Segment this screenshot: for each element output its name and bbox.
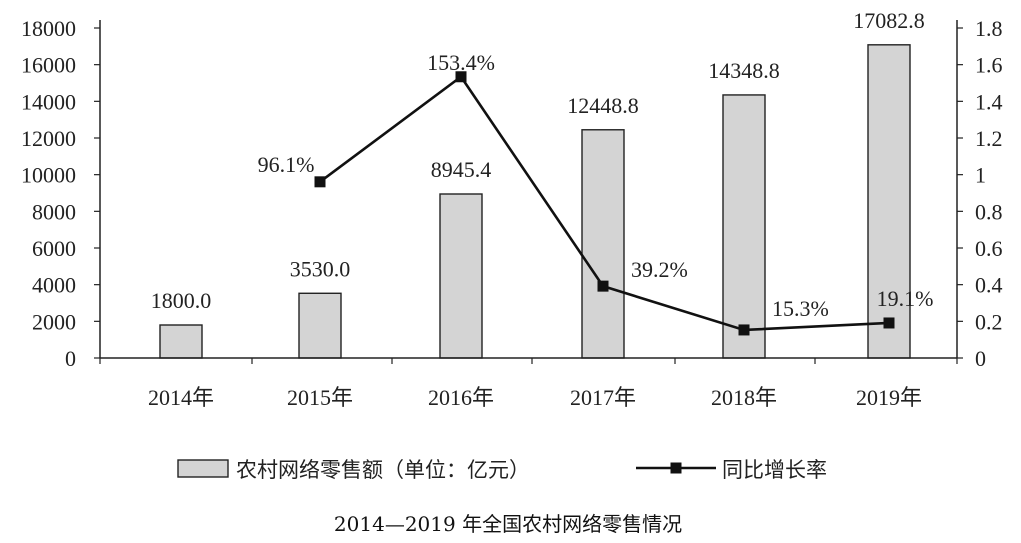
- left-tick-label: 4000: [32, 273, 76, 298]
- right-tick-label: 1.6: [975, 53, 1003, 78]
- x-tick-label: 2017年: [570, 385, 636, 410]
- x-tick-label: 2016年: [428, 385, 494, 410]
- bar-2017年: [581, 129, 625, 359]
- chart-caption: 2014—2019 年全国农村网络零售情况: [334, 512, 682, 536]
- right-tick-label: 0.8: [975, 199, 1003, 224]
- growth-marker-2018年: [738, 324, 750, 336]
- left-tick-label: 14000: [21, 89, 76, 114]
- growth-marker-2015年: [314, 176, 326, 188]
- left-tick-label: 16000: [21, 53, 76, 78]
- right-tick-label: 0.2: [975, 309, 1003, 334]
- bar-2016年: [439, 193, 483, 359]
- legend-bar-swatch: [177, 459, 229, 478]
- growth-rate-label: 96.1%: [258, 152, 315, 177]
- growth-rate-label: 15.3%: [772, 296, 829, 321]
- right-tick-label: 0.4: [975, 273, 1003, 298]
- legend-line-label: 同比增长率: [722, 458, 827, 482]
- right-tick-label: 1: [975, 163, 986, 188]
- growth-line-layer: [314, 71, 895, 336]
- data-labels-layer: 1800.0 3530.0 8945.4 12448.8 14348.8 17082.8 9…: [151, 8, 934, 321]
- legend-bar-label: 农村网络零售额（单位：亿元）: [236, 458, 530, 482]
- left-tick-label: 8000: [32, 199, 76, 224]
- left-tick-label: 12000: [21, 126, 76, 151]
- growth-marker-2019年: [883, 317, 895, 329]
- growth-rate-label: 39.2%: [631, 257, 688, 282]
- bar-2018年: [722, 94, 766, 359]
- bar-value-label: 3530.0: [290, 256, 351, 281]
- legend-line-marker: [670, 462, 682, 474]
- bar-value-label: 1800.0: [151, 288, 212, 313]
- x-tick-label: 2014年: [148, 385, 214, 410]
- right-tick-label: 1.4: [975, 89, 1003, 114]
- right-tick-label: 1.2: [975, 126, 1003, 151]
- x-tick-label: 2018年: [711, 385, 777, 410]
- growth-marker-2017年: [597, 280, 609, 292]
- x-tick-label: 2019年: [856, 385, 922, 410]
- right-tick-label: 1.8: [975, 16, 1003, 41]
- growth-rate-label: 153.4%: [427, 50, 495, 75]
- left-tick-label: 10000: [21, 163, 76, 188]
- bars-layer: [159, 44, 911, 359]
- right-tick-label: 0: [975, 346, 986, 371]
- bar-value-label: 8945.4: [431, 157, 492, 182]
- axes-layer: 0 2000 4000 6000 8000 10000 12000 14000 16000 180…: [21, 16, 1003, 410]
- bar-2015年: [298, 292, 342, 359]
- left-tick-label: 2000: [32, 309, 76, 334]
- right-tick-label: 0.6: [975, 236, 1003, 261]
- bar-2014年: [159, 324, 203, 359]
- x-tick-label: 2015年: [287, 385, 353, 410]
- left-tick-label: 6000: [32, 236, 76, 261]
- left-tick-label: 0: [65, 346, 76, 371]
- bar-value-label: 14348.8: [708, 58, 780, 83]
- bar-value-label: 17082.8: [853, 8, 925, 33]
- bar-value-label: 12448.8: [567, 93, 639, 118]
- legend: 农村网络零售额（单位：亿元） 同比增长率: [177, 458, 827, 482]
- bar-2019年: [867, 44, 911, 359]
- growth-marker-2016年: [455, 71, 467, 83]
- growth-rate-label: 19.1%: [877, 286, 934, 311]
- left-tick-label: 18000: [21, 16, 76, 41]
